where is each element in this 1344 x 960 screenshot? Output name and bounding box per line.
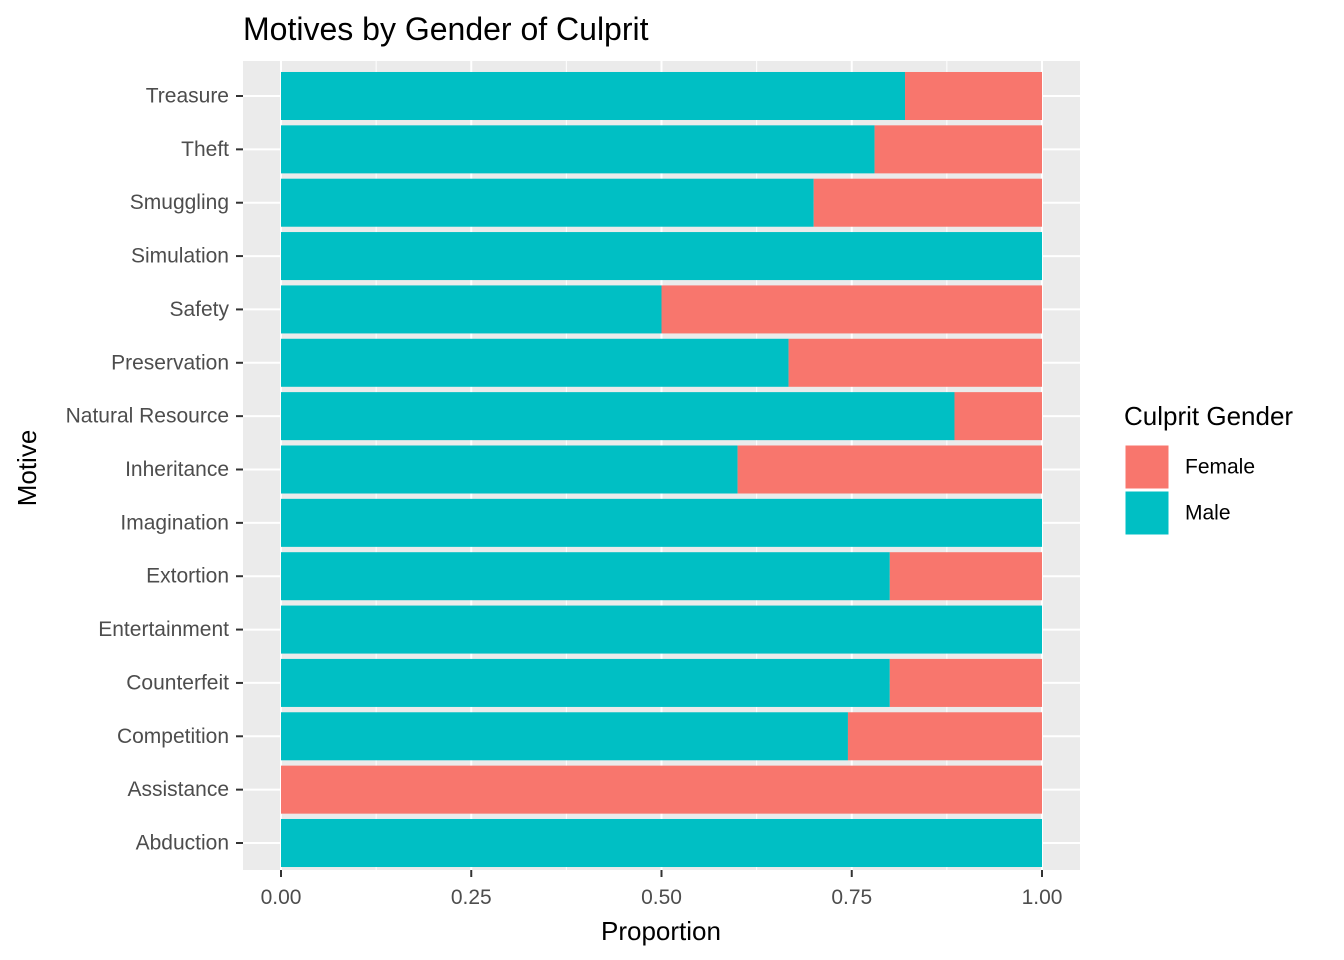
bars: [281, 71, 1042, 868]
y-tick-label: Treasure: [146, 85, 229, 108]
y-tick-label: Assistance: [127, 778, 229, 801]
legend-label-female: Female: [1185, 456, 1255, 479]
y-tick-label: Competition: [117, 725, 229, 748]
bar-female: [788, 338, 1042, 387]
x-axis: 0.00 0.25 0.50 0.75 1.00: [261, 870, 1063, 909]
x-tick-label: 0.25: [451, 886, 492, 909]
y-tick-label: Natural Resource: [66, 405, 229, 428]
x-tick-label: 1.00: [1022, 886, 1063, 909]
bar-female: [661, 285, 1042, 334]
bar-male: [281, 178, 814, 227]
y-axis-title: Motive: [12, 430, 42, 507]
bar-female: [954, 392, 1042, 441]
bar-male: [281, 552, 890, 601]
bar-male: [281, 232, 1042, 281]
y-tick-label: Preservation: [111, 351, 229, 374]
bar-male: [281, 392, 955, 441]
y-tick-label: Theft: [181, 138, 229, 161]
bar-male: [281, 818, 1042, 868]
y-axis: Treasure Theft Smuggling Simulation Safety Pr…: [66, 85, 243, 855]
y-tick-label: Safety: [169, 298, 229, 321]
y-tick-label: Smuggling: [130, 191, 229, 214]
chart-title: Motives by Gender of Culprit: [243, 11, 649, 47]
bar-male: [281, 71, 906, 121]
y-tick-label: Inheritance: [125, 458, 229, 481]
bar-male: [281, 125, 875, 174]
x-tick-label: 0.50: [641, 886, 682, 909]
bar-female: [874, 125, 1042, 174]
legend-label-male: Male: [1185, 502, 1231, 525]
legend: Culprit Gender Female Male: [1124, 401, 1293, 536]
bar-male: [281, 605, 1042, 654]
x-axis-title: Proportion: [601, 916, 721, 946]
bar-female: [813, 178, 1042, 227]
legend-key-male: [1124, 490, 1170, 536]
legend-key-female: [1124, 444, 1170, 490]
x-tick-label: 0.00: [261, 886, 302, 909]
bar-female: [889, 658, 1042, 707]
y-tick-label: Counterfeit: [126, 671, 229, 694]
bar-female: [905, 71, 1042, 121]
y-tick-label: Extortion: [146, 565, 229, 588]
legend-title: Culprit Gender: [1124, 401, 1293, 431]
bar-male: [281, 338, 789, 387]
bar-male: [281, 498, 1042, 547]
bar-male: [281, 712, 848, 761]
y-tick-label: Entertainment: [98, 618, 229, 641]
x-tick-label: 0.75: [831, 886, 872, 909]
y-tick-label: Simulation: [131, 245, 229, 268]
y-tick-label: Imagination: [120, 511, 229, 534]
bar-female: [281, 765, 1042, 814]
bar-female: [889, 552, 1042, 601]
bar-male: [281, 445, 738, 494]
bar-male: [281, 658, 890, 707]
bar-female: [737, 445, 1042, 494]
bar-male: [281, 285, 662, 334]
legend-items: Female Male: [1124, 444, 1255, 536]
y-tick-label: Abduction: [136, 832, 229, 855]
bar-female: [847, 712, 1042, 761]
